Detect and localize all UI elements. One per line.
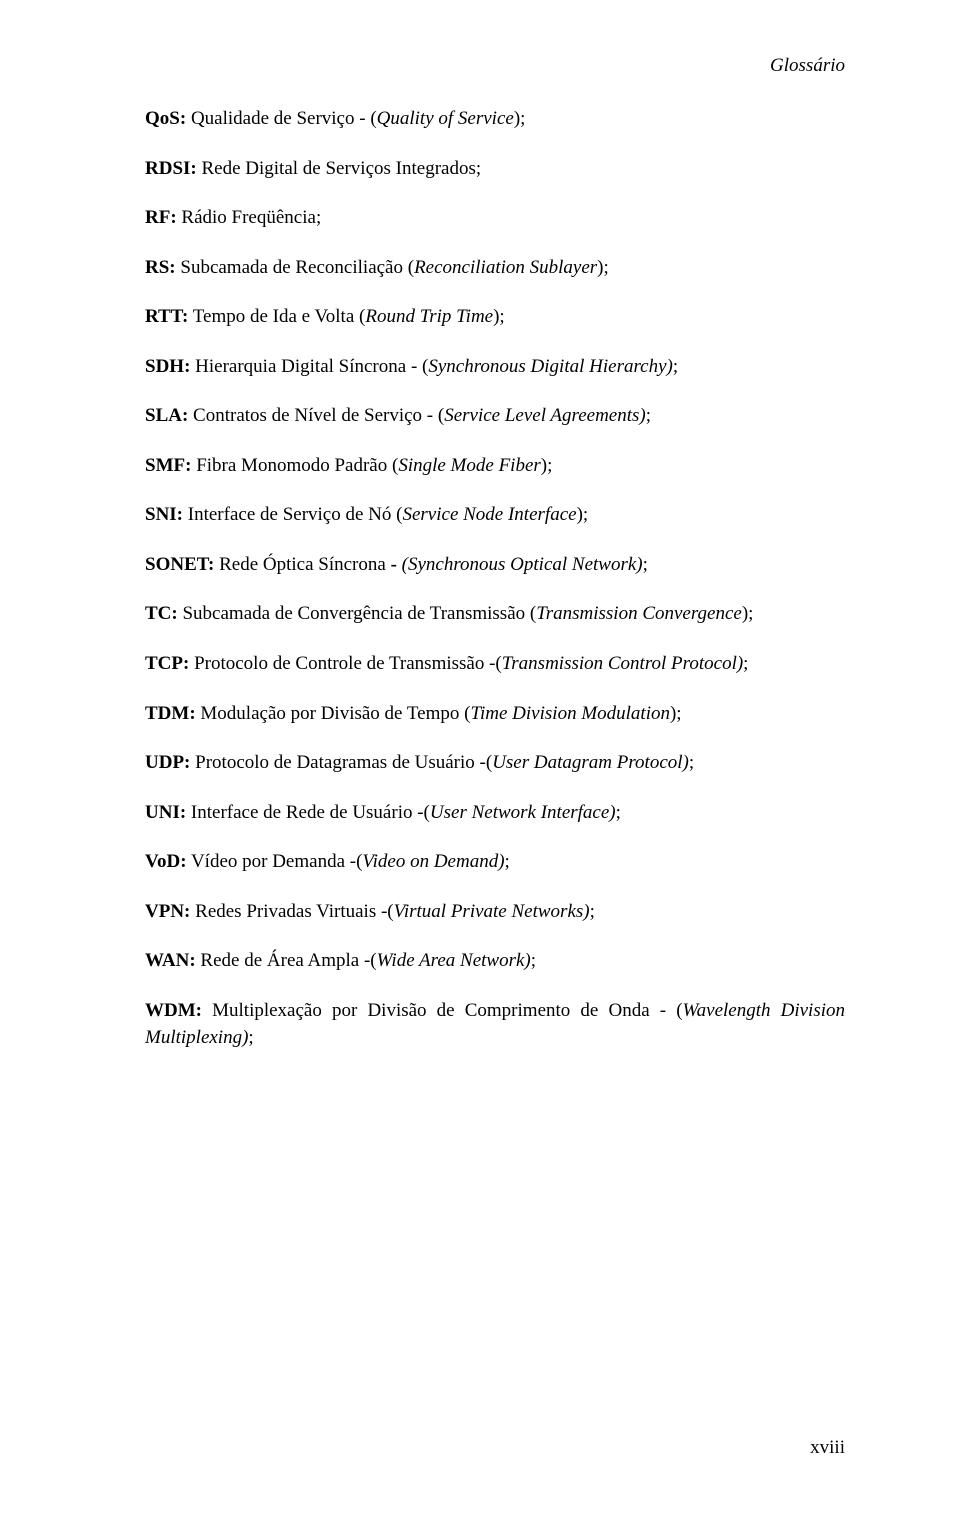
- entry-text: Fibra Monomodo Padrão (: [191, 455, 398, 476]
- entry-suffix: ;: [743, 653, 748, 674]
- entry-text: Hierarquia Digital Síncrona - (: [190, 356, 428, 377]
- entry-abbr: TDM:: [145, 703, 196, 724]
- entry-suffix: ;: [248, 1027, 253, 1048]
- entry-suffix: );: [597, 257, 609, 278]
- glossary-entry: VoD: Vídeo por Demanda -(Video on Demand…: [145, 848, 845, 876]
- glossary-entry: TCP: Protocolo de Controle de Transmissã…: [145, 650, 845, 678]
- entry-text: Redes Privadas Virtuais -(: [190, 901, 393, 922]
- entry-abbr: SMF:: [145, 455, 191, 476]
- entry-abbr: SNI:: [145, 504, 183, 525]
- glossary-entry: TC: Subcamada de Convergência de Transmi…: [145, 600, 845, 628]
- entry-suffix: );: [742, 603, 754, 624]
- entry-italic: Virtual Private Networks): [394, 901, 590, 922]
- entry-suffix: ;: [590, 901, 595, 922]
- entry-abbr: TC:: [145, 603, 178, 624]
- entry-text: Protocolo de Datagramas de Usuário -(: [190, 752, 492, 773]
- entry-suffix: ;: [505, 851, 510, 872]
- entry-text: Subcamada de Convergência de Transmissão…: [178, 603, 536, 624]
- entry-abbr: RF:: [145, 207, 177, 228]
- entry-text: Multiplexação por Divisão de Comprimento…: [202, 1000, 683, 1021]
- entry-abbr: RDSI:: [145, 158, 197, 179]
- section-header: Glossário: [145, 55, 845, 77]
- entry-italic: User Datagram Protocol): [492, 752, 689, 773]
- entry-italic: Service Node Interface: [402, 504, 576, 525]
- entry-abbr: UNI:: [145, 802, 186, 823]
- glossary-entry: SNI: Interface de Serviço de Nó (Service…: [145, 501, 845, 529]
- glossary-entry: UNI: Interface de Rede de Usuário -(User…: [145, 799, 845, 827]
- entry-suffix: );: [541, 455, 553, 476]
- entry-text: Rede Digital de Serviços Integrados;: [197, 158, 481, 179]
- entry-text: Rádio Freqüência;: [177, 207, 322, 228]
- entry-abbr: TCP:: [145, 653, 189, 674]
- page-number: xviii: [810, 1437, 845, 1459]
- glossary-entry: TDM: Modulação por Divisão de Tempo (Tim…: [145, 700, 845, 728]
- entry-abbr: RTT:: [145, 306, 188, 327]
- entry-suffix: ;: [531, 950, 536, 971]
- entry-suffix: ;: [646, 405, 651, 426]
- entry-italic: Transmission Control Protocol): [502, 653, 743, 674]
- entry-suffix: ;: [689, 752, 694, 773]
- entry-abbr: WAN:: [145, 950, 196, 971]
- entry-abbr: SONET:: [145, 554, 214, 575]
- glossary-entry: RS: Subcamada de Reconciliação (Reconcil…: [145, 254, 845, 282]
- glossary-entry: QoS: Qualidade de Serviço - (Quality of …: [145, 105, 845, 133]
- glossary-entry: WAN: Rede de Área Ampla -(Wide Area Netw…: [145, 947, 845, 975]
- glossary-entry: RDSI: Rede Digital de Serviços Integrado…: [145, 155, 845, 183]
- entry-abbr: VPN:: [145, 901, 190, 922]
- entry-text: Rede de Área Ampla -(: [196, 950, 377, 971]
- entry-suffix: ;: [616, 802, 621, 823]
- entry-abbr: QoS:: [145, 108, 186, 129]
- entry-italic: Wide Area Network): [377, 950, 531, 971]
- entry-abbr: RS:: [145, 257, 176, 278]
- entry-italic: Service Level Agreements): [444, 405, 646, 426]
- entry-suffix: ;: [643, 554, 648, 575]
- entry-italic: Transmission Convergence: [536, 603, 742, 624]
- entry-italic: Round Trip Time: [365, 306, 493, 327]
- entry-suffix: );: [577, 504, 589, 525]
- entry-abbr: SDH:: [145, 356, 190, 377]
- entry-abbr: SLA:: [145, 405, 188, 426]
- entry-suffix: );: [670, 703, 682, 724]
- glossary-entry: SMF: Fibra Monomodo Padrão (Single Mode …: [145, 452, 845, 480]
- entry-suffix: );: [493, 306, 505, 327]
- entry-abbr: WDM:: [145, 1000, 202, 1021]
- entry-italic: Synchronous Digital Hierarchy): [428, 356, 673, 377]
- glossary-list: QoS: Qualidade de Serviço - (Quality of …: [145, 105, 845, 1052]
- entry-text: Contratos de Nível de Serviço - (: [188, 405, 444, 426]
- entry-italic: Quality of Service: [377, 108, 514, 129]
- entry-text: Modulação por Divisão de Tempo (: [196, 703, 471, 724]
- entry-text: Protocolo de Controle de Transmissão -(: [189, 653, 501, 674]
- entry-text: Tempo de Ida e Volta (: [188, 306, 365, 327]
- entry-text: Interface de Serviço de Nó (: [183, 504, 402, 525]
- entry-text: Rede Óptica Síncrona: [214, 554, 390, 575]
- glossary-entry: WDM: Multiplexação por Divisão de Compri…: [145, 997, 845, 1052]
- entry-abbr: UDP:: [145, 752, 190, 773]
- entry-text: Vídeo por Demanda -(: [187, 851, 363, 872]
- entry-suffix: );: [514, 108, 526, 129]
- entry-italic: Reconciliation Sublayer: [414, 257, 597, 278]
- entry-text: Interface de Rede de Usuário -(: [186, 802, 430, 823]
- entry-text: Subcamada de Reconciliação (: [176, 257, 414, 278]
- entry-text: Qualidade de Serviço - (: [186, 108, 376, 129]
- glossary-entry: UDP: Protocolo de Datagramas de Usuário …: [145, 749, 845, 777]
- entry-suffix: ;: [673, 356, 678, 377]
- entry-italic: (Synchronous Optical Network): [402, 554, 643, 575]
- entry-italic: User Network Interface): [430, 802, 616, 823]
- entry-bold-extra: -: [391, 554, 402, 575]
- glossary-entry: VPN: Redes Privadas Virtuais -(Virtual P…: [145, 898, 845, 926]
- glossary-entry: SONET: Rede Óptica Síncrona - (Synchrono…: [145, 551, 845, 579]
- glossary-entry: SLA: Contratos de Nível de Serviço - (Se…: [145, 402, 845, 430]
- entry-italic: Time Division Modulation: [470, 703, 670, 724]
- entry-italic: Single Mode Fiber: [398, 455, 540, 476]
- entry-abbr: VoD:: [145, 851, 187, 872]
- glossary-entry: SDH: Hierarquia Digital Síncrona - (Sync…: [145, 353, 845, 381]
- entry-italic: Video on Demand): [362, 851, 504, 872]
- glossary-entry: RTT: Tempo de Ida e Volta (Round Trip Ti…: [145, 303, 845, 331]
- glossary-entry: RF: Rádio Freqüência;: [145, 204, 845, 232]
